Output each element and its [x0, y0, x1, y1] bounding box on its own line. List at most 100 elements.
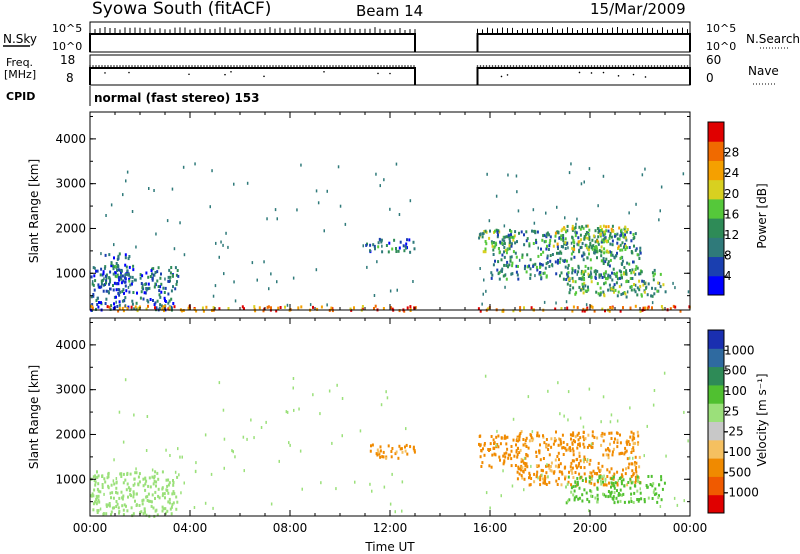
- data-cell: [623, 500, 626, 504]
- data-cell: [539, 483, 542, 487]
- data-cell: [609, 420, 612, 424]
- data-cell: [633, 244, 635, 248]
- colorbar-segment: [708, 198, 724, 219]
- data-cell: [591, 238, 594, 242]
- data-cell: [503, 434, 506, 438]
- data-cell: [167, 301, 170, 305]
- data-cell: [632, 446, 635, 450]
- nave-point: [227, 65, 229, 67]
- data-cell: [494, 229, 496, 233]
- data-cell: [399, 240, 402, 244]
- x-tick-label: 08:00: [273, 521, 308, 535]
- data-cell: [597, 204, 599, 208]
- data-cell: [555, 272, 558, 276]
- data-cell: [583, 237, 586, 241]
- data-cell: [543, 474, 546, 478]
- data-cell: [618, 452, 621, 456]
- data-cell: [584, 437, 587, 441]
- data-cell: [584, 284, 587, 288]
- data-cell: [520, 230, 523, 234]
- data-cell: [376, 260, 378, 264]
- colorbar-segment: [708, 330, 724, 349]
- data-cell: [596, 493, 599, 497]
- data-cell: [525, 230, 528, 234]
- data-cell: [95, 476, 97, 480]
- data-cell: [601, 238, 604, 242]
- data-cell: [107, 472, 110, 476]
- data-cell: [631, 448, 634, 451]
- data-cell: [123, 291, 125, 295]
- data-cell: [590, 272, 593, 276]
- data-cell: [571, 466, 574, 470]
- data-cell: [493, 245, 496, 249]
- data-cell: [491, 453, 494, 457]
- nave-tick-top: 60: [706, 53, 721, 67]
- nave-point: [638, 65, 641, 67]
- data-cell: [503, 452, 506, 456]
- data-cell: [104, 265, 107, 269]
- data-cell: [210, 472, 213, 476]
- data-cell: [170, 266, 173, 269]
- data-cell: [599, 234, 602, 238]
- data-cell: [121, 306, 124, 310]
- data-cell: [501, 267, 504, 271]
- colorbar-tick-label: 1000: [724, 343, 755, 357]
- data-cell: [112, 267, 115, 271]
- data-cell: [110, 304, 113, 308]
- data-cell: [550, 437, 553, 441]
- data-cell: [172, 481, 175, 484]
- data-cell: [123, 503, 126, 507]
- data-cell: [101, 486, 104, 489]
- data-cell: [602, 453, 605, 457]
- data-cell: [575, 222, 577, 226]
- data-cell: [126, 471, 129, 475]
- data-cell: [602, 257, 605, 261]
- data-cell: [242, 435, 245, 439]
- data-cell: [135, 301, 138, 305]
- data-cell: [633, 463, 636, 467]
- data-cell: [597, 292, 600, 296]
- data-cell: [604, 448, 607, 452]
- data-cell: [518, 231, 520, 235]
- data-cell: [554, 239, 557, 243]
- data-cell: [135, 278, 137, 282]
- data-cell: [105, 214, 107, 217]
- data-cell: [315, 189, 318, 193]
- data-cell: [328, 389, 331, 393]
- data-cell: [129, 275, 132, 279]
- data-cell: [557, 231, 560, 235]
- data-cell: [610, 477, 613, 481]
- data-cell: [583, 445, 586, 449]
- nave-point: [413, 65, 415, 67]
- data-cell: [96, 296, 99, 300]
- data-cell: [580, 245, 583, 249]
- data-cell: [118, 410, 121, 414]
- data-cell: [96, 487, 99, 491]
- data-cell: [505, 277, 508, 281]
- data-cell: [116, 264, 119, 267]
- data-cell: [604, 494, 607, 498]
- data-cell: [286, 303, 289, 307]
- data-cell: [540, 468, 543, 472]
- data-cell: [528, 476, 530, 480]
- data-cell: [505, 442, 508, 446]
- data-cell: [643, 498, 646, 501]
- data-cell: [521, 253, 524, 257]
- data-cell: [632, 473, 635, 477]
- data-cell: [639, 249, 642, 253]
- data-cell: [683, 499, 685, 503]
- nsearch-tick-top: 10^5: [706, 22, 736, 35]
- nave-point: [530, 65, 533, 67]
- data-cell: [110, 262, 113, 265]
- data-cell: [630, 239, 633, 243]
- colorbar-segment: [708, 439, 724, 459]
- cpid-panel: CPID normal (fast stereo) 153: [6, 86, 260, 106]
- data-cell: [518, 451, 521, 454]
- data-cell: [380, 238, 383, 242]
- data-cell: [112, 479, 115, 483]
- data-cell: [170, 512, 173, 516]
- data-cell: [610, 251, 613, 255]
- data-cell: [601, 276, 604, 279]
- data-cell: [659, 209, 661, 213]
- nave-point: [170, 65, 172, 67]
